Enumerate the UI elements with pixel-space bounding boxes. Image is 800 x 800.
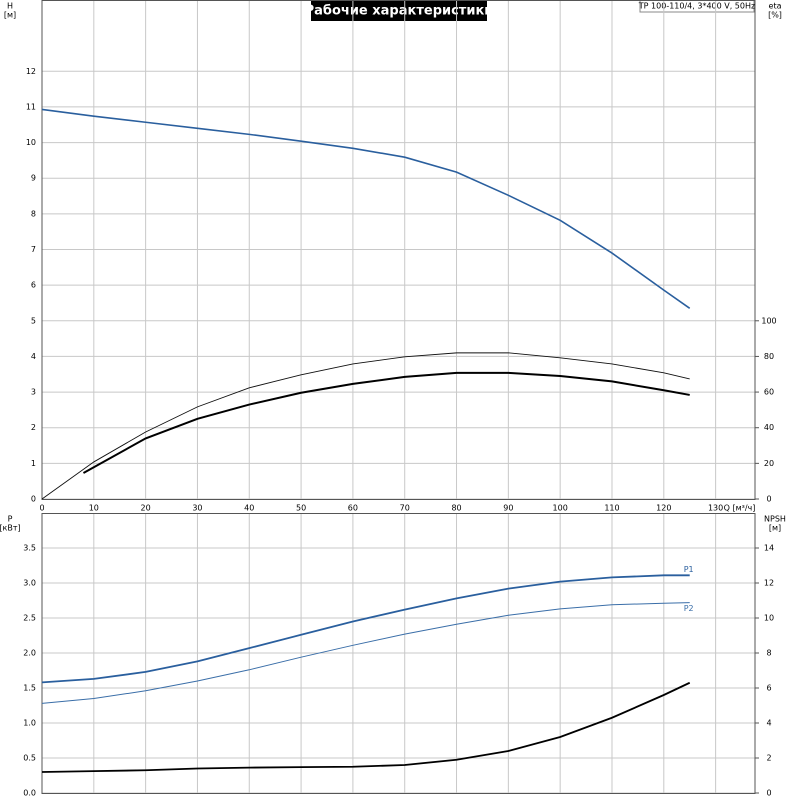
- y-tick-label: 3.5: [23, 544, 36, 553]
- series-line: [41, 108, 691, 309]
- series-label: P1: [684, 565, 694, 574]
- x-axis-label: Q [м³/ч]: [724, 504, 756, 513]
- y-tick-label: 5: [31, 316, 36, 325]
- x-tick-label: 110: [604, 504, 619, 513]
- plot-frame: [41, 513, 756, 794]
- y2-tick-label: 100: [761, 316, 776, 325]
- y-tick-label: 6: [31, 281, 36, 290]
- x-tick-label: 100: [553, 504, 568, 513]
- y2-tick-label: 0: [766, 789, 771, 798]
- annotation-box: [639, 0, 755, 13]
- y2-tick-label: 2: [766, 754, 771, 763]
- y-tick-label: 0.0: [23, 789, 36, 798]
- y2-tick-label: 14: [764, 544, 774, 553]
- y2-tick-label: 80: [764, 352, 774, 361]
- plot-frame: [41, 0, 756, 500]
- y-tick-label: 3.0: [23, 579, 36, 588]
- y-tick-label: 2: [31, 423, 36, 432]
- y-tick-label: 2.0: [23, 649, 36, 658]
- y-tick-label: 10: [26, 138, 36, 147]
- x-tick-label: 120: [656, 504, 671, 513]
- y-tick-label: 1.0: [23, 719, 36, 728]
- title-box: [311, 1, 487, 21]
- y-axis-label: H: [7, 2, 13, 11]
- annotation: TP 100-110/4, 3*400 V, 50Hz: [638, 2, 755, 11]
- x-tick-label: 50: [296, 504, 306, 513]
- y-tick-label: 0.5: [23, 754, 36, 763]
- x-tick-label: 70: [400, 504, 410, 513]
- x-tick-label: 60: [348, 504, 358, 513]
- y-tick-label: 9: [31, 174, 36, 183]
- y2-axis-unit: [%]: [768, 11, 782, 20]
- series-label: P2: [684, 604, 694, 613]
- y2-tick-label: 4: [766, 719, 771, 728]
- x-tick-label: 20: [141, 504, 151, 513]
- y2-tick-label: 20: [764, 459, 774, 468]
- x-tick-label: 90: [503, 504, 513, 513]
- y2-tick-label: 10: [764, 614, 774, 623]
- x-tick-label: 0: [39, 504, 44, 513]
- chart-title: Рабочие характеристики: [305, 4, 494, 19]
- y-axis-label: P: [8, 515, 13, 524]
- y2-tick-label: 60: [764, 388, 774, 397]
- x-tick-label: 30: [192, 504, 202, 513]
- y-axis-unit: [кВт]: [0, 524, 21, 533]
- series-line: [41, 602, 690, 704]
- y-tick-label: 1.5: [23, 684, 36, 693]
- series-line: [41, 352, 690, 500]
- x-tick-label: 40: [244, 504, 254, 513]
- y-axis-unit: [м]: [4, 11, 16, 20]
- y2-axis-label: eta: [769, 2, 782, 11]
- series-line: [41, 574, 690, 684]
- y-tick-label: 12: [26, 67, 36, 76]
- y2-tick-label: 40: [764, 423, 774, 432]
- series-line: [82, 371, 690, 474]
- y-tick-label: 1: [31, 459, 36, 468]
- y-tick-label: 7: [31, 245, 36, 254]
- y2-axis-label: NPSH: [764, 515, 786, 524]
- y-tick-label: 11: [26, 102, 36, 111]
- y-tick-label: 4: [31, 352, 36, 361]
- y-tick-label: 3: [31, 388, 36, 397]
- y-tick-label: 0: [31, 495, 36, 504]
- x-tick-label: 80: [451, 504, 461, 513]
- y2-tick-label: 0: [766, 495, 771, 504]
- x-tick-label: 130: [708, 504, 723, 513]
- series-line: [41, 681, 691, 773]
- x-tick-label: 10: [89, 504, 99, 513]
- y2-tick-label: 12: [764, 579, 774, 588]
- y2-tick-label: 6: [766, 684, 771, 693]
- y-tick-label: 8: [31, 209, 36, 218]
- y2-axis-unit: [м]: [769, 524, 781, 533]
- y-tick-label: 2.5: [23, 614, 36, 623]
- y2-tick-label: 8: [766, 649, 771, 658]
